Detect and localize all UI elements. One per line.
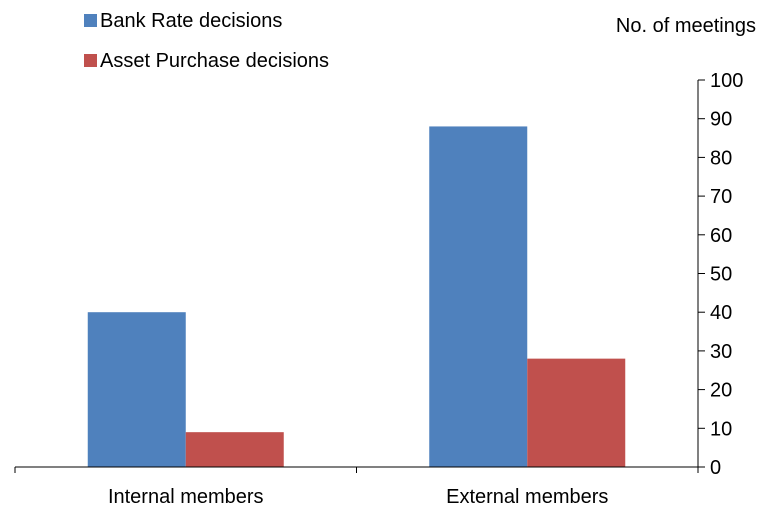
y-tick-label: 30 bbox=[710, 341, 732, 363]
y-tick-label: 100 bbox=[710, 70, 743, 92]
legend-swatch bbox=[84, 14, 97, 27]
y-tick-label: 20 bbox=[710, 380, 732, 402]
legend-label: Bank Rate decisions bbox=[100, 10, 282, 32]
x-category-label: Internal members bbox=[108, 486, 264, 507]
y-tick-label: 70 bbox=[710, 186, 732, 208]
bar-bank-rate-external bbox=[429, 126, 528, 467]
bar-bank-rate-internal bbox=[87, 312, 186, 467]
x-category-label: External members bbox=[446, 486, 608, 507]
y-tick-label: 0 bbox=[710, 457, 721, 479]
y-tick-label: 60 bbox=[710, 225, 732, 247]
legend-label: Asset Purchase decisions bbox=[100, 50, 329, 72]
bar-asset-purchase-external bbox=[527, 358, 626, 467]
x-category-labels: Internal members External members bbox=[108, 486, 608, 507]
y-ticks: 0 10 20 30 40 50 60 70 80 90 100 bbox=[698, 70, 743, 479]
y-axis-label: No. of meetings bbox=[616, 15, 756, 37]
bar-asset-purchase-internal bbox=[185, 432, 284, 467]
y-tick-label: 50 bbox=[710, 264, 732, 286]
y-tick-label: 40 bbox=[710, 302, 732, 324]
bars bbox=[87, 126, 626, 467]
y-tick-label: 10 bbox=[710, 418, 732, 440]
legend-swatch bbox=[84, 54, 97, 67]
y-tick-label: 80 bbox=[710, 147, 732, 169]
y-tick-label: 90 bbox=[710, 109, 732, 131]
legend: Bank Rate decisions Asset Purchase decisi… bbox=[84, 10, 329, 72]
